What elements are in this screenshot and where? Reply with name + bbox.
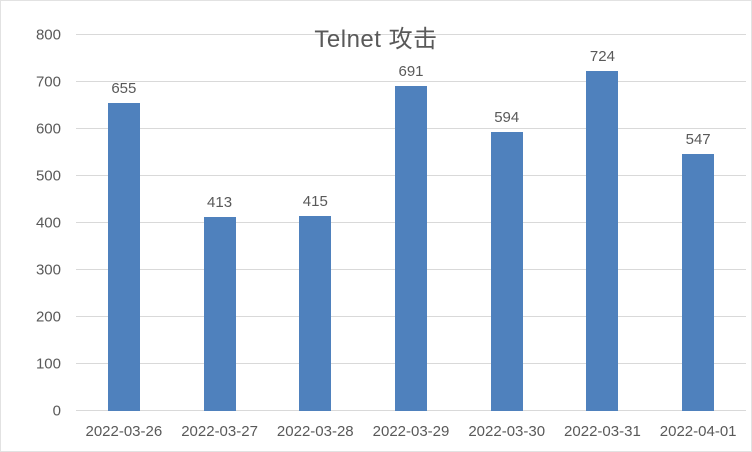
plot-area: 0 100 200 300 400 500 600 700 800 655 2022-03-26 41…: [36, 27, 746, 440]
bar-2022-04-01: [682, 153, 715, 411]
bar-value-label: 655: [111, 80, 137, 98]
gridline: [76, 34, 746, 35]
x-axis-tick-label: 2022-03-26: [85, 423, 163, 440]
bar-value-label: 547: [685, 130, 711, 148]
y-axis-tick-label: 300: [35, 261, 61, 279]
y-axis-tick-label: 600: [35, 120, 61, 138]
y-axis-tick-label: 700: [35, 73, 61, 91]
bar-2022-03-28: [299, 215, 332, 411]
x-axis-tick-label: 2022-03-28: [276, 423, 354, 440]
bar-2022-03-30: [490, 131, 523, 411]
gridline: [76, 81, 746, 82]
x-axis-tick-label: 2022-03-31: [564, 423, 641, 440]
y-axis-tick-label: 800: [35, 26, 61, 44]
bar-value-label: 724: [589, 47, 615, 65]
bar-value-label: 413: [207, 193, 233, 211]
bar-2022-03-27: [203, 216, 236, 411]
bar-value-label: 415: [302, 192, 328, 210]
y-axis-tick-label: 100: [35, 355, 61, 373]
x-axis-tick-label: 2022-03-27: [181, 423, 258, 440]
y-axis-tick-label: 0: [52, 402, 61, 420]
y-axis-tick-label: 400: [35, 214, 61, 232]
x-axis-tick-label: 2022-04-01: [659, 423, 737, 440]
y-axis-tick-label: 200: [35, 308, 61, 326]
bar-2022-03-31: [586, 70, 619, 411]
x-axis-tick-label: 2022-03-29: [372, 423, 450, 440]
bar-2022-03-29: [395, 86, 427, 411]
y-axis-tick-label: 500: [35, 167, 61, 185]
bar-2022-03-26: [107, 103, 140, 411]
chart-title: Telnet 攻击: [314, 26, 438, 53]
bar-value-label: 691: [398, 63, 424, 81]
bar-value-label: 594: [494, 108, 520, 126]
x-axis-tick-label: 2022-03-30: [468, 423, 546, 440]
